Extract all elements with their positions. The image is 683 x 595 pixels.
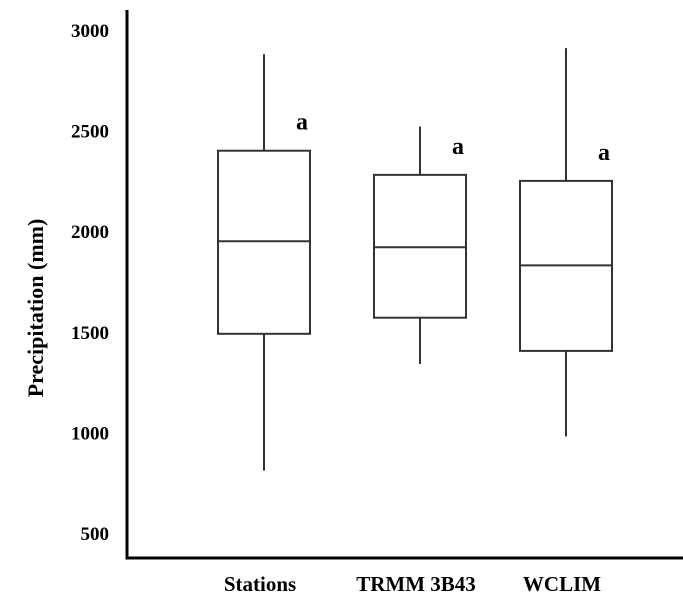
y-tick-label: 1000 xyxy=(71,423,109,444)
x-category-label: WCLIM xyxy=(523,572,601,595)
x-axis-labels: Stations TRMM 3B43 WCLIM xyxy=(224,572,601,595)
y-tick-label: 2000 xyxy=(71,222,109,243)
y-tick-label: 3000 xyxy=(71,21,109,42)
iqr-box xyxy=(373,173,467,319)
box-group: a xyxy=(217,54,311,471)
y-axis-title: Precipitation (mm) xyxy=(23,219,48,398)
x-category-label: Stations xyxy=(224,572,296,595)
box-group: a xyxy=(373,126,467,364)
iqr-box xyxy=(217,149,311,335)
x-category-label: TRMM 3B43 xyxy=(356,572,476,595)
y-axis-ticks: 500 1000 1500 2000 2500 3000 xyxy=(71,21,109,545)
boxes: a a a xyxy=(217,48,613,471)
significance-label: a xyxy=(452,134,464,160)
y-tick-label: 2500 xyxy=(71,122,109,143)
box-group: a xyxy=(519,48,613,437)
y-tick-label: 1500 xyxy=(71,323,109,344)
y-tick-label: 500 xyxy=(81,524,110,545)
significance-label: a xyxy=(598,140,610,166)
significance-label: a xyxy=(296,110,308,136)
